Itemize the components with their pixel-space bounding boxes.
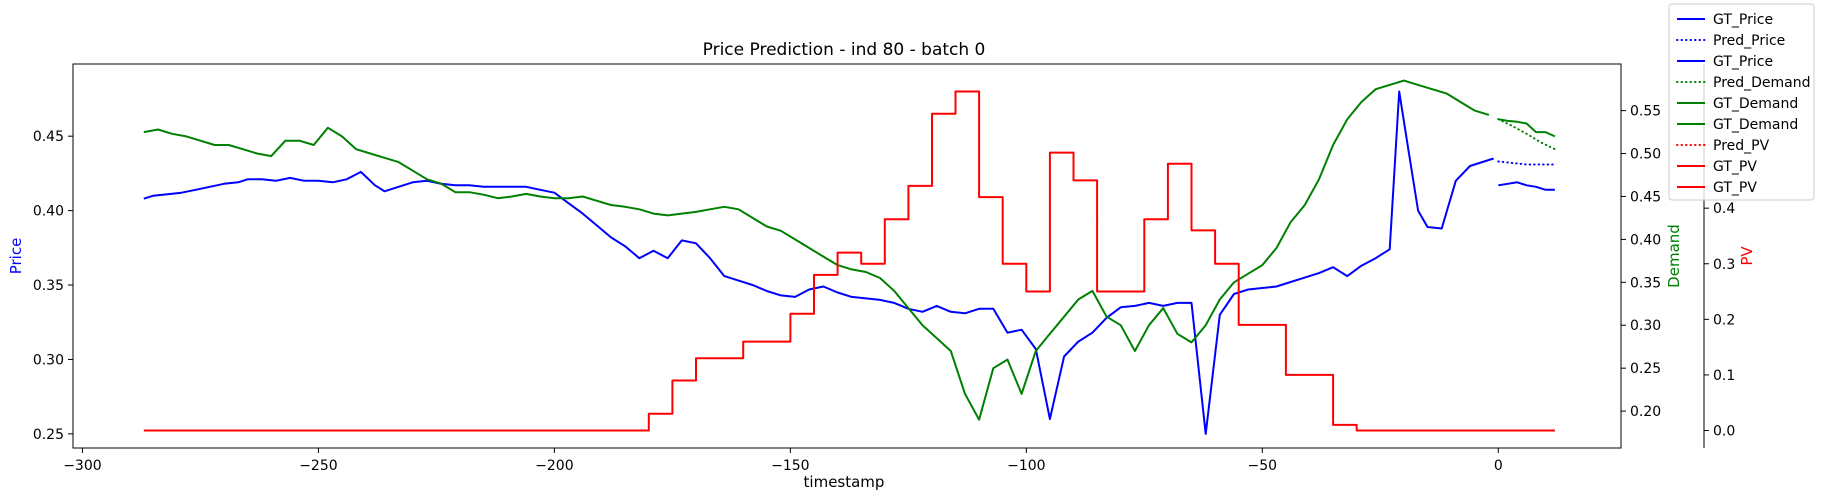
plot-area-border: [72, 63, 1622, 449]
pv-tick-label: 0.2: [1713, 312, 1735, 328]
legend-label: GT_Price: [1713, 54, 1773, 70]
legend-box: [1668, 3, 1815, 201]
demand-axis-label: Demand: [1665, 224, 1683, 288]
series-gt-demand-line-4: [143, 79, 1490, 421]
series-pred-demand-line-3: [1497, 118, 1556, 151]
demand-tick-label: 0.50: [1630, 147, 1661, 163]
demand-tick-label: 0.55: [1630, 104, 1661, 120]
pv-tick-label: 0.1: [1713, 368, 1735, 384]
legend: GT_Price Pred_Price GT_Price Pred_Demand GT_…: [1668, 3, 1815, 201]
price-axis-ticks: 0.25 0.30 0.35 0.40 0.45: [33, 129, 73, 443]
legend-label: GT_PV: [1713, 159, 1757, 175]
price-tick-label: 0.40: [33, 204, 64, 220]
demand-tick-label: 0.35: [1630, 275, 1661, 291]
x-axis-label: timestamp: [804, 473, 885, 491]
price-tick-label: 0.35: [33, 278, 64, 294]
demand-tick-label: 0.40: [1630, 232, 1661, 248]
legend-label: Pred_Price: [1713, 33, 1785, 49]
pv-axis-ticks: 0.0 0.1 0.2 0.3 0.4: [1704, 201, 1735, 439]
x-tick-label: −150: [771, 458, 809, 474]
price-tick-label: 0.45: [33, 129, 64, 145]
demand-axis-ticks: 0.20 0.25 0.30 0.35 0.40 0.45 0.50 0.55: [1621, 104, 1661, 420]
series-layer: [143, 79, 1556, 435]
x-tick-label: 0: [1494, 458, 1503, 474]
plot-frame: [72, 63, 1705, 449]
series-pred-price-line-1: [1497, 160, 1556, 166]
x-tick-label: −200: [535, 458, 573, 474]
demand-tick-label: 0.30: [1630, 318, 1661, 334]
x-tick-label: −300: [63, 458, 101, 474]
pv-tick-label: 0.3: [1713, 257, 1735, 273]
demand-tick-label: 0.45: [1630, 189, 1661, 205]
demand-tick-label: 0.20: [1630, 404, 1661, 420]
pv-axis-label: PV: [1738, 246, 1756, 266]
legend-label: Pred_Demand: [1713, 75, 1811, 91]
series-gt-price-line-0: [143, 90, 1494, 435]
demand-tick-label: 0.25: [1630, 361, 1661, 377]
legend-label: GT_Price: [1713, 12, 1773, 28]
pv-tick-label: 0.4: [1713, 201, 1735, 217]
chart-title: Price Prediction - ind 80 - batch 0: [703, 40, 986, 60]
legend-label: GT_Demand: [1713, 96, 1798, 112]
price-tick-label: 0.30: [33, 352, 64, 368]
x-axis-ticks: −300 −250 −200 −150 −100 −50 0: [63, 448, 1503, 474]
series-gt-pv-line-7: [143, 90, 1499, 432]
x-tick-label: −50: [1248, 458, 1278, 474]
series-gt-price-line-2: [1498, 181, 1555, 191]
x-tick-label: −250: [299, 458, 337, 474]
price-tick-label: 0.25: [33, 427, 64, 443]
legend-label: GT_PV: [1713, 180, 1757, 196]
x-tick-label: −100: [1007, 458, 1045, 474]
legend-label: GT_Demand: [1713, 117, 1798, 133]
pv-tick-label: 0.0: [1713, 423, 1735, 439]
price-axis-label: Price: [7, 238, 25, 275]
series-gt-demand-line-5: [1498, 118, 1556, 138]
legend-label: Pred_PV: [1713, 138, 1770, 154]
